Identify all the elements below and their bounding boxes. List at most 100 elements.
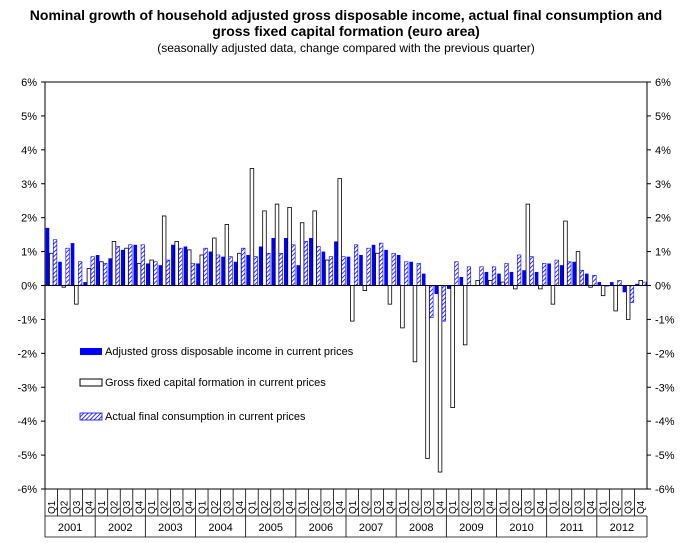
bar-series-1 (597, 282, 602, 286)
quarter-label: Q1 (47, 500, 58, 514)
bar-series-1 (233, 261, 238, 286)
bar-series-1 (509, 271, 514, 286)
y-tick-label-right: 0% (655, 281, 671, 293)
bar-series-3 (203, 247, 208, 286)
y-tick-label-right: -1% (655, 314, 675, 326)
bar-series-1 (246, 254, 250, 286)
quarter-label: Q2 (511, 500, 522, 514)
y-tick-label-right: 3% (655, 179, 671, 191)
y-tick-label-right: 2% (655, 213, 671, 225)
quarter-label: Q4 (436, 500, 447, 514)
quarter-label: Q4 (586, 500, 597, 514)
bar-series-2 (437, 285, 443, 473)
quarter-label: Q3 (273, 500, 284, 514)
year-label: 2004 (208, 522, 232, 534)
bar-series-2 (86, 268, 92, 286)
bar-series-1 (158, 265, 163, 286)
quarter-label: Q2 (210, 500, 221, 514)
bar-series-3 (78, 261, 83, 286)
bar-series-3 (316, 246, 321, 286)
quarter-label: Q2 (260, 500, 271, 514)
bar-series-1 (258, 246, 263, 286)
bar-series-2 (500, 281, 505, 286)
quarter-label: Q3 (172, 500, 183, 514)
bar-series-2 (387, 285, 393, 305)
year-label: 2009 (459, 522, 483, 534)
bar-series-1 (371, 244, 376, 286)
year-label: 2005 (259, 522, 283, 534)
bar-series-2 (287, 207, 292, 286)
bar-series-1 (396, 254, 401, 286)
bar-series-3 (592, 275, 597, 286)
bar-series-1 (296, 265, 301, 286)
bar-series-2 (312, 210, 317, 286)
bar-series-3 (228, 256, 233, 286)
bar-series-1 (221, 256, 225, 286)
bar-series-3 (404, 261, 409, 286)
year-label: 2003 (158, 522, 182, 534)
y-tick-label-left: -4% (17, 416, 37, 428)
quarter-label: Q4 (84, 500, 95, 514)
bar-series-2 (49, 252, 54, 286)
y-tick-label-left: 4% (21, 145, 37, 157)
bar-series-2 (274, 203, 280, 286)
bar-series-1 (45, 227, 50, 286)
bar-series-1 (183, 246, 188, 286)
bar-series-3 (529, 256, 534, 286)
bar-series-1 (635, 283, 639, 286)
y-tick-label-right: 6% (655, 77, 671, 89)
chart-title-line1: Nominal growth of household adjusted gro… (30, 7, 662, 23)
quarter-label: Q1 (298, 500, 309, 514)
bar-series-1 (95, 254, 100, 286)
y-tick-label-right: -4% (655, 416, 675, 428)
y-tick-label-right: 5% (655, 111, 671, 123)
quarter-label: Q3 (423, 500, 434, 514)
bar-series-2 (462, 285, 468, 346)
bar-series-2 (174, 241, 179, 286)
bar-series-3 (165, 259, 171, 286)
bar-series-3 (466, 266, 472, 286)
bar-series-2 (638, 280, 643, 286)
bar-series-2 (149, 259, 154, 286)
bar-series-1 (70, 243, 75, 286)
bar-series-2 (199, 254, 204, 286)
bar-series-3 (115, 246, 120, 286)
legend-swatch-series-3 (79, 412, 103, 421)
legend-swatch-series-1 (80, 348, 102, 355)
bar-series-2 (299, 222, 305, 286)
bar-series-1 (133, 244, 138, 286)
bar-series-2 (412, 285, 418, 363)
quarter-label: Q2 (160, 500, 171, 514)
quarter-label: Q4 (285, 500, 296, 514)
bar-series-2 (488, 280, 493, 286)
year-label: 2002 (108, 522, 132, 534)
bar-series-1 (271, 238, 276, 286)
legend-label-series-1: Adjusted gross disposable income in curr… (105, 346, 354, 358)
chart-title-line2: gross fixed capital formation (euro area… (212, 23, 480, 39)
quarter-label: Q4 (335, 500, 346, 514)
bar-series-2 (237, 252, 242, 286)
bar-series-1 (447, 285, 451, 289)
bar-series-3 (65, 247, 70, 286)
y-tick-label-right: -3% (655, 382, 675, 394)
quarter-label: Q1 (498, 500, 509, 514)
quarter-label: Q3 (72, 500, 83, 514)
quarter-label: Q1 (398, 500, 409, 514)
bar-series-1 (409, 261, 413, 286)
bar-series-2 (161, 215, 167, 286)
bar-series-3 (416, 263, 421, 286)
bar-series-1 (497, 273, 501, 286)
quarter-label: Q3 (323, 500, 334, 514)
bar-series-2 (575, 251, 581, 286)
bar-series-2 (475, 280, 480, 286)
bar-series-2 (550, 285, 556, 305)
bar-series-3 (629, 285, 635, 303)
bar-series-2 (111, 241, 117, 286)
year-label: 2010 (509, 522, 533, 534)
bar-series-2 (324, 259, 330, 286)
quarter-label: Q2 (59, 500, 70, 514)
bar-series-1 (146, 263, 150, 286)
bar-series-1 (534, 271, 539, 286)
y-tick-label-right: 1% (655, 247, 671, 259)
